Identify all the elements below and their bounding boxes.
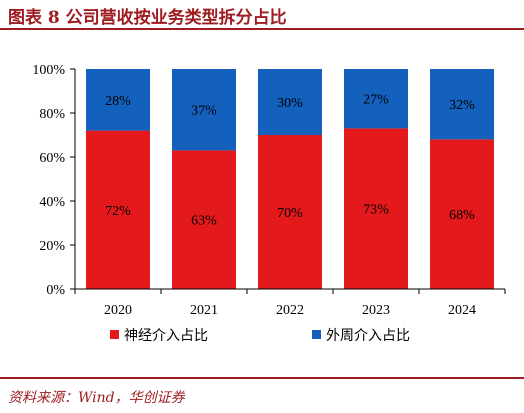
x-tick-label: 2023 [362,303,390,318]
x-tick-label: 2022 [276,303,304,318]
y-tick-label: 60% [39,151,65,166]
data-label: 70% [277,206,303,221]
y-tick-label: 0% [46,283,65,298]
bar-segment [344,69,408,129]
y-tick-label: 100% [32,63,65,78]
bar-segment [430,139,494,289]
bar-segment [86,69,150,131]
data-label: 30% [277,96,303,111]
data-label: 73% [363,203,389,218]
stacked-bar-chart: 72% 28% 63% 37% 70% 30% 73% 27% 68% 32% 0% 20% 40% 6… [32,63,506,344]
title-bar: 图表 8 公司营收按业务类型拆分占比 [0,0,524,30]
data-label: 37% [191,104,217,119]
legend-swatch [110,330,119,339]
y-tick-label: 80% [39,107,65,122]
data-label: 72% [105,204,131,219]
y-tick-label: 40% [39,195,65,210]
legend: 神经介入占比 外周介入占比 [110,328,410,344]
plot-area: 72% 28% 63% 37% 70% 30% 73% 27% 68% 32% [86,69,494,289]
x-tick-label: 2021 [190,303,218,318]
bar-segment [258,69,322,135]
x-tick-label: 2020 [104,303,132,318]
data-label: 68% [449,208,475,223]
source-note: 资料来源：Wind，华创证券 [8,390,185,406]
legend-label: 外周介入占比 [326,328,410,344]
bar-segment [258,135,322,289]
data-label: 32% [449,98,475,113]
bar-segment [172,69,236,151]
x-tick-label: 2024 [448,303,476,318]
bar-segment [172,150,236,289]
source-bar: 资料来源：Wind，华创证券 [0,377,524,413]
figure-title: 图表 8 公司营收按业务类型拆分占比 [8,8,287,28]
bar-segment [430,69,494,140]
data-label: 27% [363,93,389,108]
bar-segment [86,130,150,289]
y-axis: 0% 20% 40% 60% 80% 100% [32,63,76,298]
legend-swatch [312,330,321,339]
data-label: 28% [105,94,131,109]
data-label: 63% [191,214,217,229]
bar-segment [344,128,408,289]
y-tick-label: 20% [39,239,65,254]
legend-label: 神经介入占比 [124,328,208,344]
x-axis: 2020 2021 2022 2023 2024 [74,288,506,318]
